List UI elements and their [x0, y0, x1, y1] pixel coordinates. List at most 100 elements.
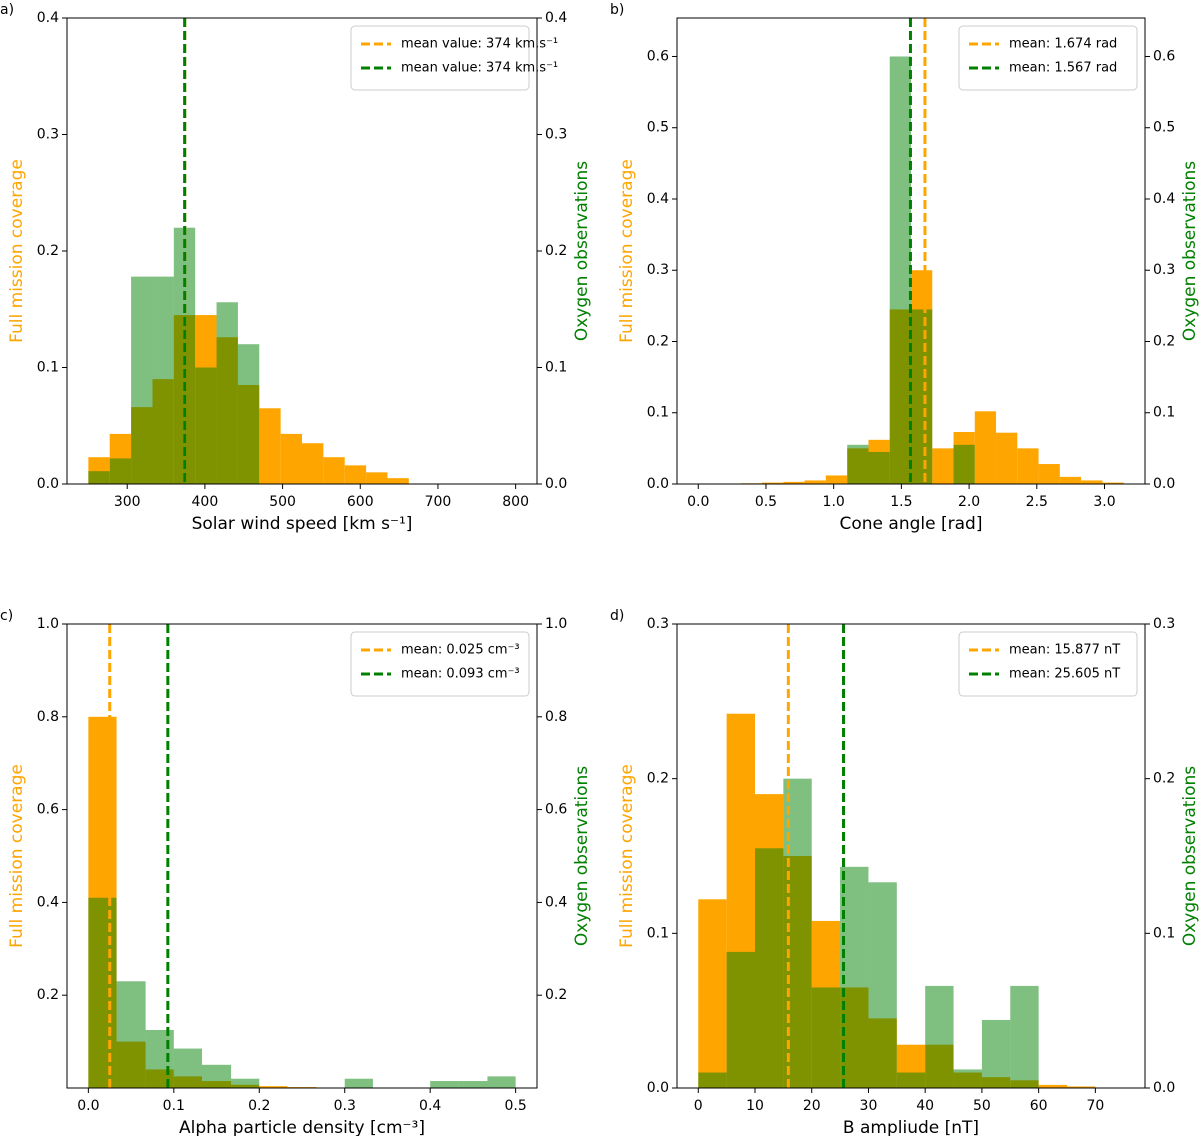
y-tick-label: 0.8 — [37, 709, 59, 725]
histogram-bar — [911, 309, 933, 484]
y-tick-label: 0.5 — [647, 120, 669, 136]
histogram-bar — [726, 951, 755, 1088]
y2-tick-label: 1.0 — [545, 616, 567, 632]
histogram-bar — [804, 480, 826, 484]
x-axis-label: Alpha particle density [cm⁻³] — [179, 1118, 425, 1136]
histogram-bar — [202, 1064, 232, 1088]
legend-label: mean: 0.025 cm⁻³ — [401, 643, 520, 658]
x-tick-label: 300 — [114, 494, 141, 510]
y2-tick-label: 0.1 — [545, 360, 567, 376]
x-tick-label: 3.0 — [1093, 494, 1115, 510]
x-tick-label: 700 — [425, 494, 452, 510]
histogram-bar — [1038, 464, 1060, 484]
x-tick-label: 2.0 — [958, 494, 980, 510]
histogram-bar — [487, 1076, 516, 1088]
histogram-bar — [762, 482, 784, 484]
y-tick-label: 0.3 — [37, 127, 59, 143]
x-axis-label: Cone angle [rad] — [840, 514, 983, 534]
x-tick-label: 0.0 — [687, 494, 709, 510]
histogram-bar — [109, 458, 132, 484]
x-axis-label: B ampliude [nT] — [843, 1118, 979, 1136]
histogram-bar — [783, 481, 805, 484]
histogram-bar — [932, 448, 954, 484]
y2-tick-label: 0.6 — [545, 802, 567, 818]
x-tick-label: 2.5 — [1026, 494, 1048, 510]
histogram-bar — [344, 1078, 373, 1088]
y2-tick-label: 0.2 — [545, 987, 567, 1003]
x-tick-label: 0.2 — [248, 1098, 270, 1114]
y2-tick-label: 0.4 — [545, 894, 567, 910]
histogram-bar — [981, 1019, 1011, 1088]
histogram-bar — [1010, 985, 1039, 1088]
y-tick-label: 0.2 — [37, 243, 59, 259]
histogram-bar — [698, 899, 727, 1088]
y-tick-label: 0.0 — [647, 476, 669, 492]
legend-box — [350, 631, 530, 697]
histogram-bar — [323, 457, 345, 484]
panel: 0.0 0.5 1.0 1.5 2.0 2.5 3.0 0.0 0.1 0.2 0.3 0.4 0.5 0… — [610, 2, 1200, 534]
y-axis-label: Full mission coverage — [7, 764, 27, 948]
y-tick-label: 0.4 — [37, 10, 59, 26]
y-tick-label: 0.1 — [647, 405, 669, 421]
histogram-bar — [88, 897, 117, 1088]
y2-tick-label: 0.3 — [1153, 262, 1175, 278]
y2-axis-label: Oxygen observations — [1180, 766, 1200, 946]
histogram-bar — [996, 432, 1018, 484]
y-axis-label: Full mission coverage — [617, 159, 637, 343]
histogram-bar — [88, 471, 110, 484]
y-tick-label: 0.0 — [647, 1080, 669, 1096]
histogram-bar — [1102, 482, 1124, 484]
histogram-bar — [783, 778, 812, 1088]
histogram-bar — [173, 227, 196, 484]
x-tick-label: 10 — [746, 1098, 764, 1114]
y2-tick-label: 0.4 — [1153, 191, 1175, 207]
histogram-bar — [259, 1086, 288, 1088]
histogram-bar — [1038, 1084, 1067, 1088]
y-tick-label: 0.4 — [647, 191, 669, 207]
x-tick-label: 0.5 — [505, 1098, 527, 1114]
y-tick-label: 0.0 — [37, 476, 59, 492]
histogram-bar — [173, 1048, 203, 1088]
histogram-bar — [1017, 448, 1039, 484]
x-tick-label: 1.5 — [890, 494, 912, 510]
legend-label: mean: 1.674 rad — [1009, 37, 1117, 52]
y-tick-label: 0.6 — [37, 802, 59, 818]
y2-tick-label: 0.3 — [1153, 616, 1175, 632]
histogram-bar — [237, 344, 260, 484]
y2-axis-label: Oxygen observations — [572, 766, 592, 946]
histogram-bar — [847, 444, 869, 484]
y2-axis-label: Oxygen observations — [572, 161, 592, 341]
x-tick-label: 0.5 — [755, 494, 777, 510]
histogram-bar — [152, 276, 174, 484]
x-tick-label: 0 — [694, 1098, 703, 1114]
panel: 0 10 20 30 40 50 60 70 0.0 0.1 0.2 0.3 0.0 0.1 0.2 0.3 d… — [610, 608, 1200, 1136]
panel-label: b) — [610, 2, 624, 18]
y2-tick-label: 0.0 — [545, 476, 567, 492]
x-tick-label: 400 — [192, 494, 219, 510]
y2-tick-label: 0.0 — [1153, 1080, 1175, 1096]
y2-tick-label: 0.5 — [1153, 120, 1175, 136]
histogram-bar — [458, 1081, 488, 1088]
y2-tick-label: 0.4 — [545, 10, 567, 26]
legend-box — [958, 25, 1138, 91]
y-tick-label: 0.4 — [37, 894, 59, 910]
histogram-bar — [1081, 480, 1103, 484]
y2-axis-label: Oxygen observations — [1180, 161, 1200, 341]
histogram-bar — [889, 56, 911, 485]
histogram-bar — [116, 981, 146, 1088]
y2-tick-label: 0.2 — [545, 243, 567, 259]
legend-box — [350, 25, 530, 91]
panel-label: c) — [0, 608, 13, 624]
histogram-bar — [868, 882, 897, 1088]
x-tick-label: 600 — [347, 494, 374, 510]
histogram-bar — [698, 1072, 727, 1088]
y2-tick-label: 0.8 — [545, 709, 567, 725]
panel: 300 400 500 600 700 800 0.0 0.1 0.2 0.3 0.4 0.0 0.1 0… — [0, 2, 592, 534]
histogram-bar — [131, 276, 153, 484]
legend-label: mean: 0.093 cm⁻³ — [401, 667, 520, 682]
histogram-bar — [344, 465, 367, 484]
panel-label: d) — [610, 608, 624, 624]
x-axis-label: Solar wind speed [km s⁻¹] — [192, 514, 413, 534]
x-tick-label: 30 — [860, 1098, 878, 1114]
